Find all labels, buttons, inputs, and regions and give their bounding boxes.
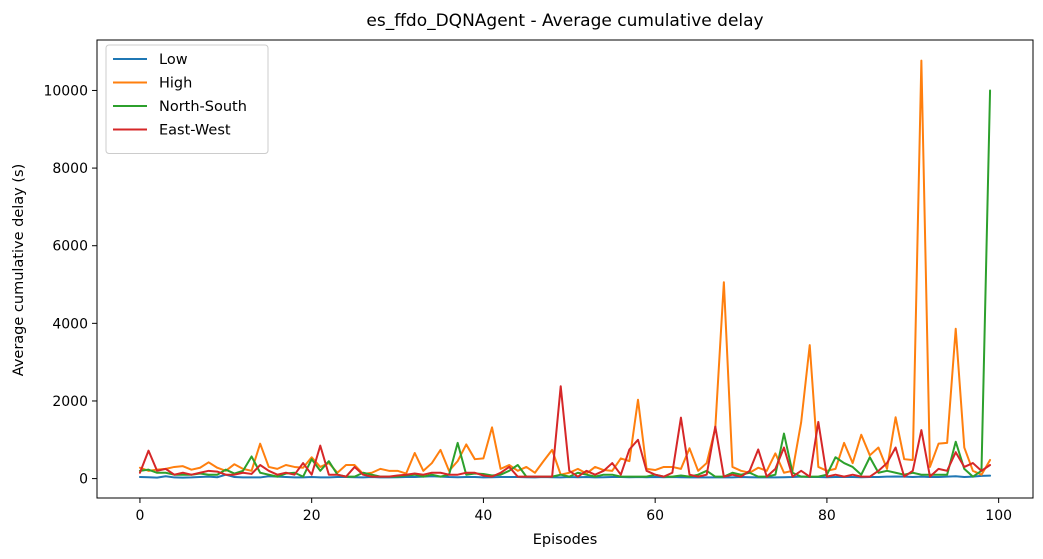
y-tick-label: 6000	[52, 239, 88, 255]
series-line-east-west	[138, 385, 992, 478]
y-tick-label: 2000	[52, 394, 88, 410]
x-tick-label: 80	[818, 508, 836, 524]
y-tick-label: 10000	[43, 83, 88, 99]
legend-box	[105, 44, 269, 154]
x-tick-label: 60	[646, 508, 664, 524]
legend-label: North-South	[159, 99, 247, 115]
x-axis-label: Episodes	[533, 532, 598, 548]
x-tick-label: 20	[303, 508, 321, 524]
series-line-low	[138, 473, 992, 479]
x-tick-label: 100	[985, 508, 1012, 524]
axes: 0 20 40 60 80 100 0 2000 4000 6000 8000 10000	[43, 83, 1012, 524]
x-tick-label: 40	[475, 508, 493, 524]
chart-title: es_ffdo_DQNAgent - Average cumulative de…	[366, 11, 763, 31]
y-tick-label: 8000	[52, 161, 88, 177]
x-tick-label: 0	[135, 508, 144, 524]
plot-frame	[96, 39, 1034, 499]
legend-label: High	[159, 76, 192, 92]
legend-label: East-West	[159, 123, 231, 139]
series-line-high	[138, 59, 992, 476]
legend-label: Low	[159, 52, 188, 68]
y-tick-label: 0	[79, 472, 88, 488]
legend: Low High North-South East-West	[105, 44, 269, 154]
plot-area	[138, 59, 992, 479]
y-axis-label: Average cumulative delay (s)	[11, 164, 27, 376]
y-tick-label: 4000	[52, 316, 88, 332]
series-line-north-south	[138, 89, 992, 478]
